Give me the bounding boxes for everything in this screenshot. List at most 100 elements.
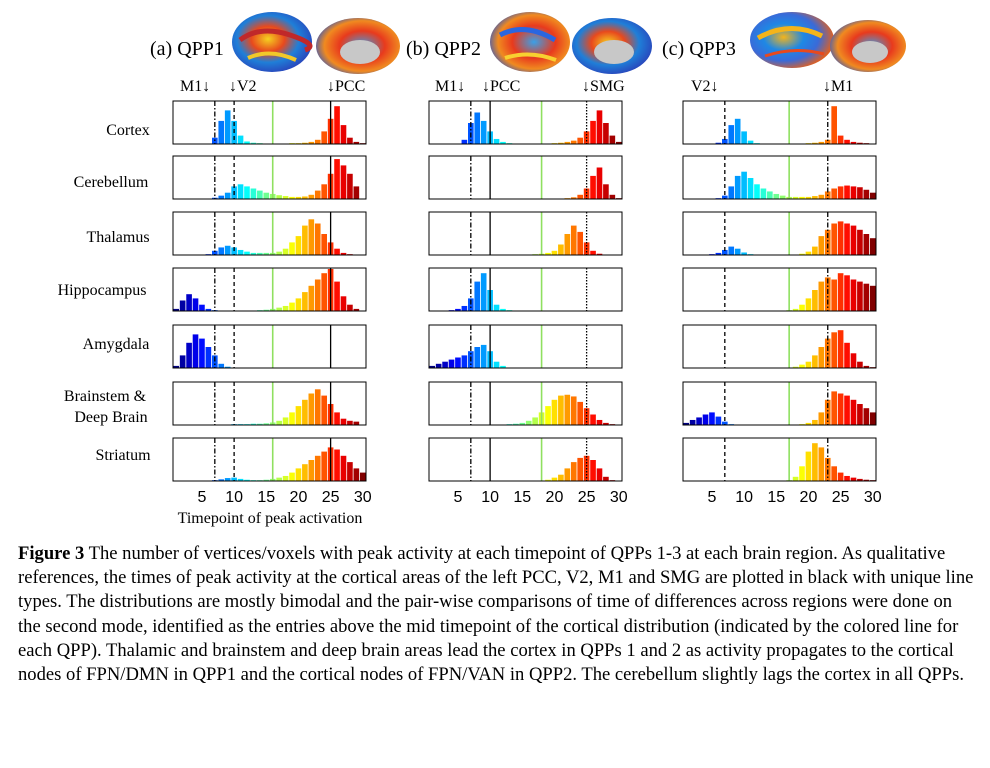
plot-qpp2-cerebellum <box>428 155 623 200</box>
bar <box>812 290 818 311</box>
bar <box>722 195 728 199</box>
bar <box>224 366 231 368</box>
plot-frame <box>428 324 623 369</box>
bar <box>353 421 360 425</box>
brain-image-qpp1-lateral <box>232 12 313 72</box>
bar <box>263 423 270 425</box>
row-label-thalamus: Thalamus <box>86 229 149 246</box>
x-tick-label: 30 <box>864 489 882 506</box>
bar <box>353 141 360 144</box>
bar <box>353 308 360 311</box>
bar <box>545 479 551 481</box>
bar <box>461 305 468 311</box>
bar <box>722 421 728 425</box>
bar <box>734 175 741 199</box>
bar <box>525 420 532 425</box>
bar <box>353 186 360 199</box>
plot-frame <box>172 381 367 426</box>
bar <box>799 466 805 481</box>
bar <box>448 359 455 368</box>
bar <box>831 188 837 199</box>
bar <box>799 364 805 368</box>
ref-label-qpp2-m1: M1↓ <box>435 78 465 95</box>
plot-frame <box>682 437 877 482</box>
ref-label-qpp3-m1: ↓M1 <box>823 78 853 95</box>
bar <box>308 285 315 311</box>
x-tick-label: 5 <box>707 489 716 506</box>
bar <box>850 353 857 368</box>
bar <box>596 468 603 481</box>
plot-frame <box>428 381 623 426</box>
bar <box>308 219 315 255</box>
bar <box>334 449 340 481</box>
bar <box>747 140 754 144</box>
bar <box>493 304 500 311</box>
plot-frame <box>428 267 623 312</box>
bar <box>564 234 571 255</box>
bar <box>741 171 747 199</box>
plot-frame <box>172 155 367 200</box>
bar <box>250 423 257 425</box>
bar <box>314 223 321 255</box>
bar <box>500 141 506 144</box>
x-tick-label: 10 <box>481 489 499 506</box>
plot-frame <box>428 437 623 482</box>
bar <box>844 185 850 199</box>
bar <box>577 401 583 425</box>
bar <box>863 234 870 255</box>
plot-qpp3-hippocampus <box>682 267 877 312</box>
bar <box>577 137 583 144</box>
bar <box>831 223 837 255</box>
brain-image-qpp3-lateral <box>750 12 834 68</box>
bar <box>603 123 609 144</box>
bar <box>863 479 870 481</box>
bar <box>818 194 825 199</box>
bar <box>321 395 327 425</box>
plot-frame <box>172 267 367 312</box>
bar <box>276 307 282 311</box>
bar <box>334 248 340 255</box>
bar <box>192 298 199 311</box>
bar <box>857 142 863 144</box>
plot-qpp2-cortex <box>428 100 623 145</box>
figure-area: (a) QPP1 (b) QPP2 (c) QPP3 <box>58 12 906 527</box>
bar <box>295 468 302 481</box>
bar <box>869 192 876 199</box>
bar <box>480 120 487 144</box>
bar <box>805 361 812 368</box>
bar <box>263 192 270 199</box>
bar <box>564 141 571 144</box>
bar <box>831 106 837 144</box>
bar <box>857 404 863 425</box>
bar <box>715 142 722 144</box>
bar <box>250 188 257 199</box>
bar <box>461 139 468 144</box>
bar <box>308 194 315 199</box>
bar <box>812 355 818 368</box>
plot-qpp3-amygdala <box>682 324 877 369</box>
bar <box>590 414 596 425</box>
bar <box>869 285 876 311</box>
bar <box>596 110 603 144</box>
bar <box>461 355 468 368</box>
bar <box>244 251 250 255</box>
bar <box>263 479 270 481</box>
ref-label-qpp1-pcc: ↓PCC <box>327 78 365 95</box>
bar <box>837 330 844 368</box>
bar <box>590 175 596 199</box>
ref-label-qpp1-v2: ↓V2 <box>229 78 257 95</box>
bar <box>500 365 506 368</box>
bar <box>805 451 812 481</box>
bar <box>302 464 308 481</box>
row-label-cerebellum: Cerebellum <box>74 174 149 191</box>
bar <box>818 447 825 481</box>
bar <box>237 478 244 481</box>
bar <box>551 477 558 481</box>
bar <box>558 244 564 255</box>
bar <box>850 399 857 425</box>
ref-label-qpp3-v2: V2↓ <box>691 78 719 95</box>
bar <box>728 186 735 199</box>
bar <box>340 455 347 481</box>
row-label-amygdala: Amygdala <box>83 336 150 353</box>
bar <box>314 455 321 481</box>
